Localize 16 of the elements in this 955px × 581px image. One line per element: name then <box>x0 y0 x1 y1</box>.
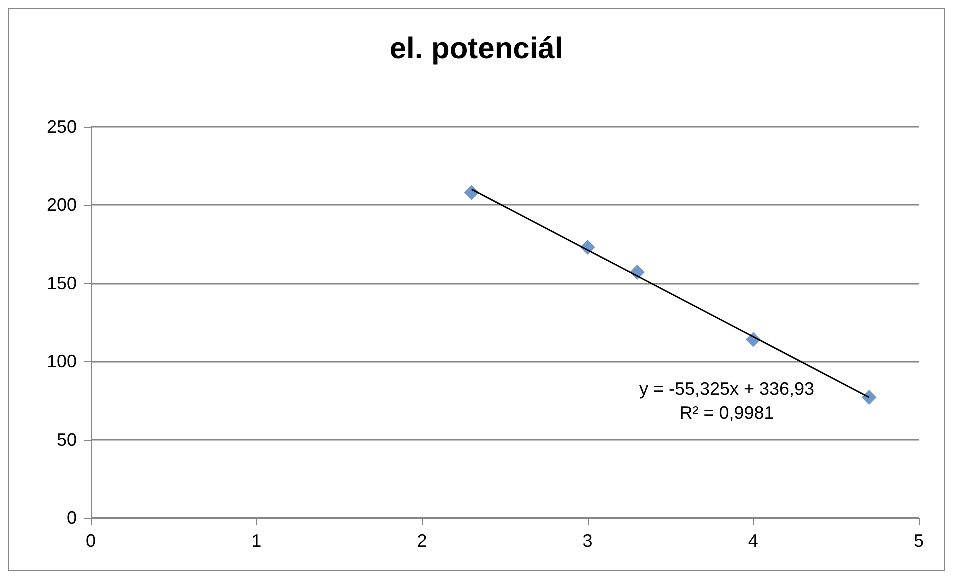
x-tick-label: 4 <box>748 531 758 551</box>
y-tick-label: 0 <box>66 508 77 528</box>
chart-title: el. potenciál <box>390 32 564 66</box>
point <box>464 185 480 200</box>
x-tick-label: 3 <box>582 531 593 551</box>
y-tick-label: 200 <box>46 195 77 216</box>
y-tick-label: 100 <box>46 352 77 372</box>
point <box>862 390 877 406</box>
y-tick-label: 250 <box>46 117 77 137</box>
y-tick-label: 50 <box>56 430 77 450</box>
x-tick-label: 2 <box>417 531 428 551</box>
y-tick-label: 150 <box>46 273 77 294</box>
x-tick-label: 0 <box>86 531 96 551</box>
x-tick-label: 5 <box>914 531 924 551</box>
x-tick-label: 1 <box>252 531 262 551</box>
annotation: y = -55,325x + 336,93 R² = 0,9981 <box>639 379 815 423</box>
